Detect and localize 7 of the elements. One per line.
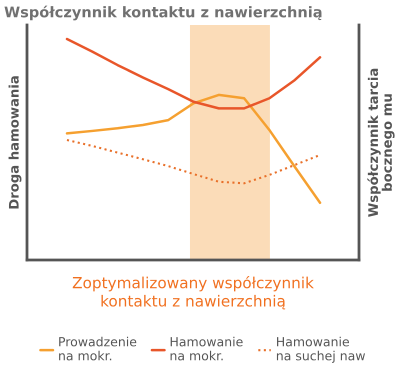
legend-label: Hamowanie na suchej naw xyxy=(276,336,366,363)
x-axis-title: Zoptymalizowany współczynnik kontaktu z nawierzchnią xyxy=(72,276,314,310)
y2-axis-title: Współczynnik tarcia bocznego mu xyxy=(367,68,395,217)
legend-label: Hamowanie na mokr. xyxy=(170,336,243,360)
y-axis-title: Droga hamowania xyxy=(8,76,22,209)
legend-label: Prowadzenie na mokr. xyxy=(59,336,136,360)
chart-title: Współczynnik kontaktu z nawierzchnią xyxy=(4,6,322,20)
